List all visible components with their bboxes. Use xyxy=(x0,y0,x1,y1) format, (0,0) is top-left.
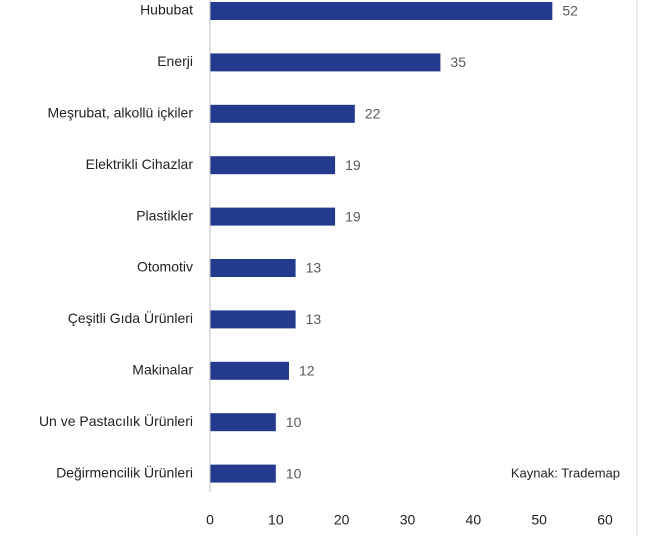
bar xyxy=(210,310,296,329)
value-label: 12 xyxy=(299,363,315,379)
value-label: 10 xyxy=(286,465,302,481)
bar xyxy=(210,104,355,123)
x-tick-label: 50 xyxy=(531,512,547,528)
bar xyxy=(210,53,441,72)
value-label: 35 xyxy=(450,54,466,70)
x-tick-label: 30 xyxy=(400,512,416,528)
x-tick-label: 40 xyxy=(466,512,482,528)
value-label: 13 xyxy=(306,311,322,327)
bar xyxy=(210,464,276,483)
bar xyxy=(210,207,336,226)
x-tick-label: 20 xyxy=(334,512,350,528)
y-tick-label: Enerji xyxy=(157,53,193,69)
y-tick-label: Plastikler xyxy=(136,207,193,223)
bar xyxy=(210,2,553,20)
y-tick-label: Hububat xyxy=(140,2,193,18)
x-tick-label: 10 xyxy=(268,512,284,528)
x-tick-label: 60 xyxy=(597,512,613,528)
value-label: 13 xyxy=(306,260,322,276)
y-tick-label: Değirmencilik Ürünleri xyxy=(56,463,193,480)
value-label: 19 xyxy=(345,157,361,173)
value-label: 52 xyxy=(562,3,578,19)
bar xyxy=(210,361,289,380)
value-label: 22 xyxy=(365,106,381,122)
y-tick-label: Makinalar xyxy=(132,362,193,378)
y-tick-label: Un ve Pastacılık Ürünleri xyxy=(39,412,193,429)
bar xyxy=(210,413,276,432)
y-tick-label: Otomotiv xyxy=(137,259,193,275)
y-tick-label: Elektrikli Cihazlar xyxy=(86,156,194,172)
y-tick-label: Çeşitli Gıda Ürünleri xyxy=(68,309,193,326)
value-label: 10 xyxy=(286,414,302,430)
x-tick-label: 0 xyxy=(206,512,214,528)
source-note: Kaynak: Trademap xyxy=(511,465,620,480)
bar xyxy=(210,259,296,277)
bar xyxy=(210,156,336,175)
y-tick-label: Meşrubat, alkollü içkiler xyxy=(48,105,194,121)
value-label: 19 xyxy=(345,208,361,224)
